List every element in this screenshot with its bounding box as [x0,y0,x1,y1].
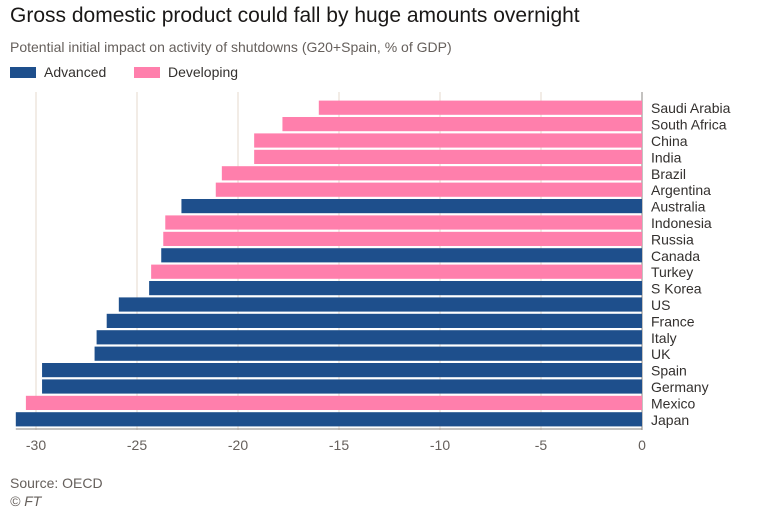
bar-indonesia [165,215,642,230]
bar-argentina [215,182,642,197]
category-label: UK [651,346,671,362]
legend-label-developing: Developing [168,64,239,80]
bar-australia [181,199,642,214]
bar-france [106,313,642,328]
x-tick-label: -25 [127,437,147,453]
chart-title: Gross domestic product could fall by hug… [10,4,580,27]
bar-brazil [221,166,642,181]
bar-spain [42,363,643,378]
bar-saudi-arabia [318,100,642,115]
category-label: Russia [651,231,694,247]
category-label: Mexico [651,395,696,411]
category-label: Canada [651,248,700,264]
category-label: Turkey [651,264,693,280]
bar-s-korea [149,281,642,296]
bar-south-africa [282,117,642,132]
category-label: Brazil [651,166,686,182]
category-label: Italy [651,330,677,346]
bar-uk [94,346,642,361]
category-label: Argentina [651,182,711,198]
category-label: Germany [651,379,709,395]
legend-item-developing: Developing [134,64,238,80]
category-label: France [651,313,695,329]
bar-us [118,297,642,312]
bar-india [254,149,642,164]
legend-label-advanced: Advanced [44,64,107,80]
x-tick-label: -30 [26,437,46,453]
x-tick-label: -5 [535,437,548,453]
bar-italy [96,330,643,345]
category-label: South Africa [651,117,727,133]
category-label: China [651,133,688,149]
bar-china [254,133,642,148]
legend-item-advanced: Advanced [10,64,106,80]
category-label: Japan [651,412,689,428]
x-tick-label: -20 [228,437,248,453]
category-label: Saudi Arabia [651,100,731,116]
legend-swatch-developing [134,66,160,78]
category-label: Australia [651,199,706,215]
bar-russia [163,231,642,246]
category-label: India [651,149,682,165]
x-tick-label: 0 [638,437,646,453]
category-label: Spain [651,363,687,379]
chart-subtitle: Potential initial impact on activity of … [10,39,452,55]
category-label: Indonesia [651,215,712,231]
credit-note: © FT [10,493,42,509]
category-label: S Korea [651,281,702,297]
bar-canada [161,248,643,263]
legend-swatch-advanced [10,66,36,78]
bar-germany [42,379,643,394]
x-tick-label: -15 [329,437,349,453]
category-label: US [651,297,670,313]
source-note: Source: OECD [10,475,103,491]
bar-japan [15,412,643,427]
bar-turkey [151,264,642,279]
bar-mexico [25,395,642,410]
x-tick-label: -10 [430,437,450,453]
